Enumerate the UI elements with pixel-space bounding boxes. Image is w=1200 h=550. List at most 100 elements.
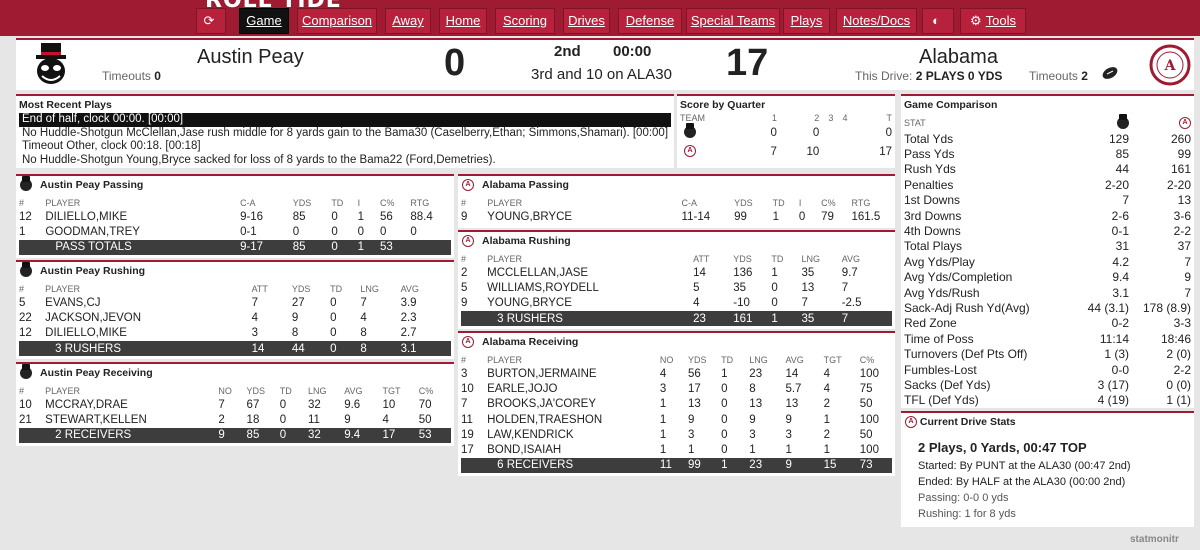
table-cell: WILLIAMS,ROYDELL (487, 281, 599, 294)
game-comparison-panel: Game Comparison STAT A Total Yds 129 260 Pass… (901, 94, 1194, 408)
totals-cell: 0 (330, 342, 337, 355)
nav-scoring[interactable]: Scoring (495, 8, 555, 34)
table-cell: 13 (749, 398, 763, 411)
totals-cell: 2 RECEIVERS (55, 429, 132, 442)
comparison-home-value: 99 (1177, 147, 1191, 162)
table-cell: EVANS,CJ (45, 296, 101, 309)
nav-refresh-icon[interactable]: ⟳ (196, 8, 226, 34)
table-cell: 1 (357, 210, 365, 223)
table-cell: 4 (823, 367, 831, 380)
score-by-quarter-panel: Score by Quarter TEAM 1 2 3 4 T 0 0 0 A 7 10 17 (677, 94, 895, 168)
away-timeouts-label: Timeouts (102, 69, 151, 83)
table-cell: 1 (19, 225, 26, 238)
table-cell: 100 (859, 367, 879, 380)
panel-title-text: Austin Peay Rushing (40, 265, 146, 277)
table-cell: 0 (771, 297, 778, 310)
nav-drives[interactable]: Drives (563, 8, 610, 34)
totals-cell: 53 (418, 429, 432, 442)
table-row: 22 JACKSON,JEVON 4 9 0 4 2.3 (19, 310, 451, 325)
nav-special-teams[interactable]: Special Teams (686, 8, 780, 34)
comparison-home-value: 1 (1) (1166, 393, 1191, 408)
comparison-home-value: 9 (1184, 270, 1191, 285)
table-row: 9 YOUNG,BRYCE 4 -10 0 7 -2.5 (461, 296, 892, 311)
comparison-stat-label: Rush Yds (904, 162, 956, 177)
column-header: PLAYER (487, 354, 522, 365)
nav-home[interactable]: Home (439, 8, 487, 34)
gears-icon: ⚙ (969, 13, 982, 28)
nav-label: Notes/Docs (842, 13, 911, 28)
game-comparison-table: STAT A Total Yds 129 260 Pass Yds 85 99 Rush Yds… (904, 113, 1191, 408)
score-by-quarter-title: Score by Quarter (680, 99, 766, 111)
column-header: AVG (400, 283, 419, 294)
table-cell: 3.9 (400, 296, 417, 309)
comparison-home-value: 260 (1170, 131, 1191, 146)
column-header: TD (772, 197, 785, 208)
sbq-quarter-score: 0 (770, 126, 777, 139)
table-cell: 3 (251, 327, 258, 340)
comparison-home-value: 2-2 (1173, 224, 1191, 239)
totals-row: 2 RECEIVERS 9 85 0 32 9.4 17 53 (19, 427, 451, 443)
comparison-row: Sacks (Def Yds) 3 (17) 0 (0) (904, 377, 1191, 392)
comparison-away-value: 0-1 (1111, 224, 1129, 239)
away-timeouts: Timeouts 0 (102, 69, 161, 83)
nav-away[interactable]: Away (385, 8, 431, 34)
table-cell: MCCLELLAN,JASE (487, 266, 589, 279)
comparison-home-value: 161 (1170, 162, 1191, 177)
table-cell: 7 (360, 296, 367, 309)
comparison-home-value: 2 (0) (1166, 347, 1191, 362)
alabama-mini-icon: A (1179, 116, 1191, 129)
sbq-team-icon (680, 123, 728, 142)
column-header: NO (218, 385, 232, 396)
table-cell: 50 (859, 398, 873, 411)
table-cell: 0 (721, 413, 728, 426)
table-cell: 4 (693, 297, 700, 310)
nav-label: Away (392, 13, 424, 28)
sbq-header: 4 (842, 113, 848, 123)
column-header: PLAYER (487, 197, 523, 208)
alabama-receiving-panel: A Alabama Receiving # PLAYER NO YDS TD LNG AVG TG… (458, 331, 895, 476)
alabama-mini-icon: A (462, 336, 474, 349)
nav-label: Comparison (301, 13, 373, 28)
nav-tools[interactable]: ⚙ Tools (960, 8, 1026, 34)
current-drive-panel: A Current Drive Stats 2 Plays, 0 Yards, … (901, 411, 1194, 527)
austin-peay-mini-icon (20, 176, 32, 192)
table-cell: 70 (418, 398, 432, 411)
table-header-row: # PLAYER ATT YDS TD LNG AVG (19, 282, 451, 295)
recent-play-item: End of half, clock 00:00. [00:00] (19, 113, 671, 127)
totals-cell: 11 (659, 459, 672, 472)
column-header: LNG (749, 354, 768, 365)
comparison-row: TFL (Def Yds) 4 (19) 1 (1) (904, 393, 1191, 408)
comparison-stat-label: TFL (Def Yds) (904, 393, 979, 408)
ap-rushing-table: # PLAYER ATT YDS TD LNG AVG 5 EVANS,CJ 7 27 0 7 3.9 22… (19, 282, 451, 357)
panel-title-text: Austin Peay Passing (40, 179, 144, 191)
comparison-stat-label: Fumbles-Lost (904, 362, 977, 377)
column-header: # (461, 354, 467, 365)
nav-notes-docs[interactable]: Notes/Docs (836, 8, 917, 34)
table-cell: -10 (733, 297, 750, 310)
table-row: 2 MCCLELLAN,JASE 14 136 1 35 9.7 (461, 265, 892, 280)
nav-comparison[interactable]: Comparison (297, 8, 377, 34)
column-header: TGT (823, 354, 842, 365)
table-row: 19 LAW,KENDRICK 1 3 0 3 3 2 50 (461, 427, 892, 442)
column-header: # (19, 197, 25, 208)
nav-plays[interactable]: Plays (783, 8, 830, 34)
sbq-quarter-score: 10 (806, 145, 820, 158)
table-cell: 56 (688, 367, 701, 380)
comparison-row: Total Plays 31 37 (904, 239, 1191, 254)
nav-game[interactable]: Game (239, 8, 289, 34)
alabama-mini-icon: A (462, 179, 474, 192)
totals-cell (19, 428, 45, 443)
al-passing-title: A Alabama Passing (462, 179, 569, 192)
table-row: 17 BOND,ISAIAH 1 1 0 1 1 1 100 (461, 442, 892, 457)
nav-label: Defense (625, 13, 675, 28)
table-cell: 3 (688, 428, 695, 441)
table-row: 10 MCCRAY,DRAE 7 67 0 32 9.6 10 70 (19, 397, 451, 412)
nav-contrast-icon[interactable]: ◐ (922, 8, 954, 34)
ap-rushing-title: Austin Peay Rushing (20, 262, 146, 278)
table-cell: 9 (291, 311, 299, 324)
table-cell: 100 (859, 413, 879, 426)
nav-defense[interactable]: Defense (618, 8, 682, 34)
table-header-row: # PLAYER NO YDS TD LNG AVG TGT C% (19, 384, 451, 397)
table-cell: 1 (772, 210, 779, 223)
comparison-row: Red Zone 0-2 3-3 (904, 316, 1191, 331)
